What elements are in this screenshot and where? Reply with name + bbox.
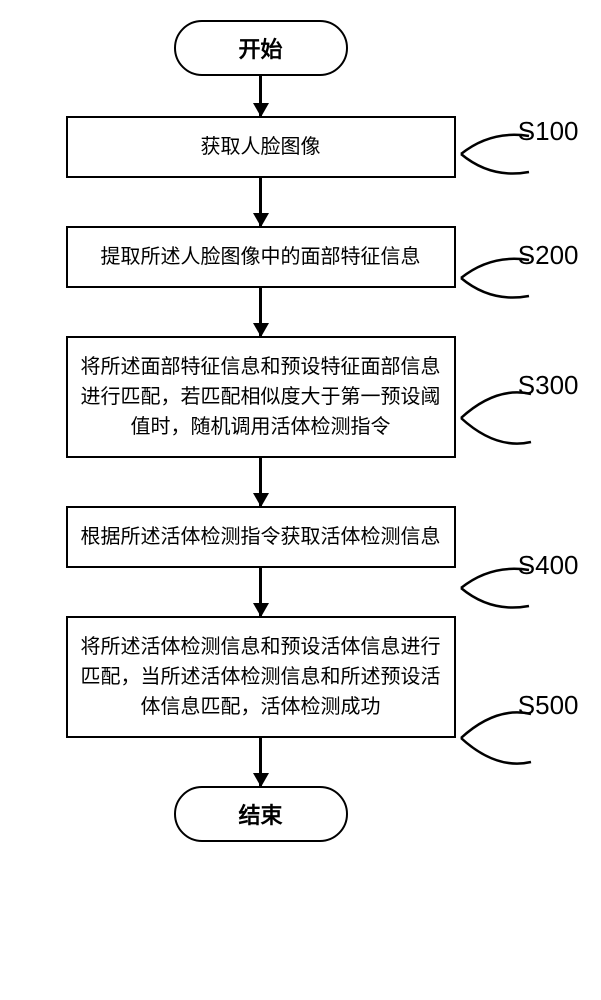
step-box-s300: 将所述面部特征信息和预设特征面部信息进行匹配，若匹配相似度大于第一预设阈值时，随…: [66, 336, 456, 458]
step-box-s500: 将所述活体检测信息和预设活体信息进行匹配，当所述活体检测信息和所述预设活体信息匹…: [66, 616, 456, 738]
step-label-s500: S500: [518, 690, 579, 721]
arrow: [259, 738, 262, 786]
arrow: [259, 76, 262, 116]
step-box-s400: 根据所述活体检测指令获取活体检测信息: [66, 506, 456, 568]
step-label-s100: S100: [518, 116, 579, 147]
arrow: [259, 568, 262, 616]
terminal-start: 开始: [174, 20, 348, 76]
step-box-s100: 获取人脸图像: [66, 116, 456, 178]
arrow: [259, 288, 262, 336]
step-label-s200: S200: [518, 240, 579, 271]
step-label-s400: S400: [518, 550, 579, 581]
flow-column: 开始 获取人脸图像 提取所述人脸图像中的面部特征信息 将所述面部特征信息和预设特…: [61, 20, 461, 842]
flowchart-diagram: 开始 获取人脸图像 提取所述人脸图像中的面部特征信息 将所述面部特征信息和预设特…: [21, 20, 581, 842]
arrow: [259, 178, 262, 226]
terminal-end: 结束: [174, 786, 348, 842]
step-label-s300: S300: [518, 370, 579, 401]
arrow: [259, 458, 262, 506]
step-box-s200: 提取所述人脸图像中的面部特征信息: [66, 226, 456, 288]
